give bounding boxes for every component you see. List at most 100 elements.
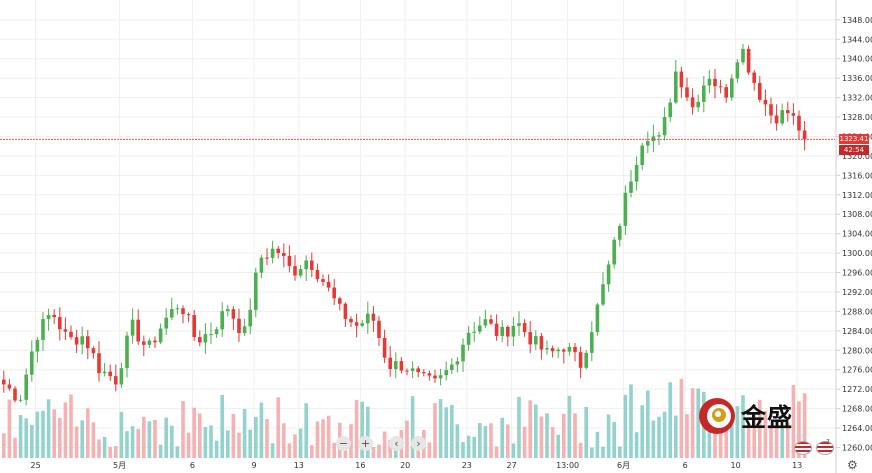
zoom-out-button[interactable]: − xyxy=(336,436,351,451)
volume-bar xyxy=(321,419,325,458)
y-tick-label: 1284.00 xyxy=(842,327,872,336)
volume-bar xyxy=(646,390,650,458)
candle-body xyxy=(545,348,549,350)
scroll-left-button[interactable]: ‹ xyxy=(389,436,404,451)
candlesticks xyxy=(2,43,807,406)
volume-bar xyxy=(119,411,124,458)
candle-body xyxy=(226,309,230,312)
calendar-flag-icon[interactable] xyxy=(816,441,834,455)
x-tick-label: 20 xyxy=(400,461,410,470)
volume-bar xyxy=(489,423,493,458)
candle-body xyxy=(46,314,51,319)
candle-body xyxy=(758,82,762,100)
candle-body xyxy=(349,318,353,323)
volume-bar xyxy=(52,409,56,458)
volume-bar xyxy=(405,420,409,458)
candle-body xyxy=(646,141,650,146)
candle-body xyxy=(80,336,84,345)
volume-bar xyxy=(86,408,90,458)
volume-bar xyxy=(802,393,807,458)
volume-bar xyxy=(752,414,756,458)
candle-body xyxy=(550,348,555,352)
logo-text: 金盛 xyxy=(741,403,794,432)
candle-body xyxy=(18,399,23,401)
volume-bar xyxy=(595,431,600,458)
volume-bar xyxy=(612,421,616,458)
volume-bar xyxy=(640,405,644,458)
x-tick-label: 9 xyxy=(251,461,256,470)
candle-body xyxy=(91,348,96,354)
candle-body xyxy=(242,326,247,334)
zoom-in-button[interactable]: + xyxy=(358,436,373,451)
volume-bar xyxy=(18,414,23,458)
candle-body xyxy=(511,325,516,337)
volume-bar xyxy=(634,432,639,458)
volume-bar xyxy=(562,413,566,458)
candle-body xyxy=(276,248,280,253)
volume-bar xyxy=(203,426,208,458)
volume-bar xyxy=(310,445,314,458)
candle-body xyxy=(657,135,661,137)
volume-bar xyxy=(226,430,230,458)
candle-body xyxy=(377,320,381,338)
volume-bar xyxy=(786,422,790,458)
candle-body xyxy=(556,349,560,352)
volume-bar xyxy=(696,388,700,458)
volume-bar xyxy=(164,417,168,458)
volume-bar xyxy=(287,443,292,458)
scroll-right-button[interactable]: › xyxy=(411,436,426,451)
volume-bar xyxy=(713,426,717,458)
candle-body xyxy=(382,337,387,358)
volume-bar xyxy=(511,443,516,458)
candle-body xyxy=(685,87,689,98)
volume-bar xyxy=(136,429,140,458)
candle-body xyxy=(578,352,583,368)
volume-bar xyxy=(674,415,678,458)
candle-body xyxy=(422,372,426,374)
candle-body xyxy=(461,344,465,362)
calendar-flag-icon[interactable] xyxy=(794,441,812,455)
candle-body xyxy=(399,361,404,371)
x-tick-label: 10 xyxy=(731,461,741,470)
volume-bar xyxy=(80,420,84,458)
candle-body xyxy=(97,353,101,374)
volume-bar xyxy=(472,436,476,458)
volume-bar xyxy=(573,413,577,458)
candle-body xyxy=(158,328,163,343)
x-tick-label: 13:00 xyxy=(556,461,579,470)
candle-body xyxy=(662,117,667,136)
candle-body xyxy=(623,192,628,226)
candle-body xyxy=(500,326,504,336)
volume-bar xyxy=(629,384,633,458)
price-axis: 1260.00 1264.00 1268.00 1272.00 1276.00 1280.… xyxy=(836,16,872,453)
candle-body xyxy=(86,336,90,349)
volume-bar xyxy=(517,396,521,458)
candle-body xyxy=(746,48,751,73)
candle-body xyxy=(590,332,594,353)
gear-icon[interactable]: ⚙ xyxy=(847,458,858,472)
candle-body xyxy=(181,308,185,315)
volume-bar xyxy=(254,416,258,458)
candle-body xyxy=(769,104,773,116)
candle-body xyxy=(119,368,124,385)
candle-body xyxy=(763,99,768,105)
volume-bar xyxy=(539,416,544,458)
volume-bar xyxy=(450,405,454,458)
candle-body xyxy=(651,136,656,142)
volume-bar xyxy=(466,435,471,458)
x-tick-label: 23 xyxy=(462,461,472,470)
y-tick-label: 1276.00 xyxy=(842,366,872,375)
candle-body xyxy=(718,86,723,88)
candle-body xyxy=(237,318,241,334)
candle-body xyxy=(7,384,12,389)
y-tick-label: 1320.00 xyxy=(842,152,872,161)
volume-bar xyxy=(746,424,751,458)
candle-body xyxy=(304,260,308,270)
volume-bar xyxy=(220,394,224,458)
candle-body xyxy=(724,87,728,98)
volume-bar xyxy=(730,424,734,458)
volume-bar xyxy=(774,419,779,458)
volume-bar xyxy=(758,399,762,458)
candle-body xyxy=(584,352,588,368)
